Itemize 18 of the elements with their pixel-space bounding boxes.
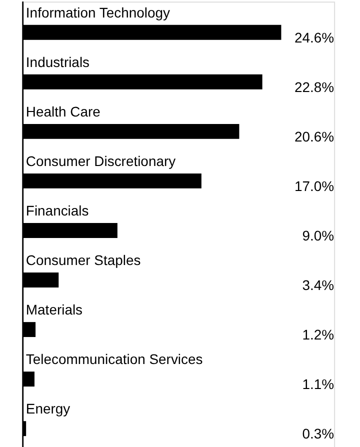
data-label: 9.0% — [302, 227, 334, 244]
y-tick-label: Telecommunication Services — [26, 351, 203, 368]
y-tick-label: Financials — [26, 202, 89, 219]
data-label: 1.2% — [302, 326, 334, 343]
y-tick-label: Health Care — [26, 103, 101, 120]
data-label: 22.8% — [294, 78, 334, 95]
y-tick-label: Industrials — [26, 54, 90, 70]
y-tick-label: Information Technology — [26, 4, 170, 20]
data-label: 0.3% — [302, 426, 334, 442]
y-tick-label: Energy — [26, 400, 70, 417]
y-tick-label: Consumer Discretionary — [26, 152, 176, 169]
y-tick-label: Consumer Staples — [26, 252, 141, 268]
data-label: 3.4% — [302, 276, 334, 293]
data-label: 17.0% — [294, 178, 334, 194]
y-tick-label: Materials — [26, 302, 83, 318]
data-label: 1.1% — [302, 376, 334, 392]
data-label: 24.6% — [294, 29, 334, 46]
data-label: 20.6% — [294, 128, 334, 144]
